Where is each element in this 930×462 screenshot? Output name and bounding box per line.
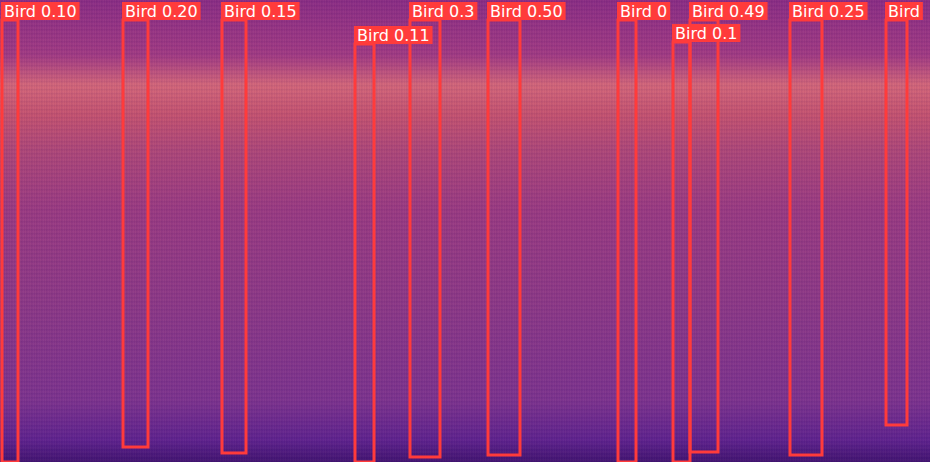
svg-text:Bird 0.1: Bird 0.1 [675, 24, 737, 43]
svg-text:Bird 0.10: Bird 0.10 [4, 2, 77, 21]
svg-text:Bird 0.25: Bird 0.25 [792, 2, 865, 21]
svg-text:Bird 0.50: Bird 0.50 [490, 2, 563, 21]
svg-text:Bird 0.15: Bird 0.15 [224, 2, 297, 21]
svg-text:Bird 0.3: Bird 0.3 [412, 2, 474, 21]
svg-text:Bird 0.11: Bird 0.11 [357, 26, 430, 45]
svg-text:Bird 0.49: Bird 0.49 [692, 2, 765, 21]
svg-text:Bird: Bird [888, 2, 920, 21]
svg-text:Bird 0: Bird 0 [620, 2, 667, 21]
svg-text:Bird 0.20: Bird 0.20 [125, 2, 198, 21]
